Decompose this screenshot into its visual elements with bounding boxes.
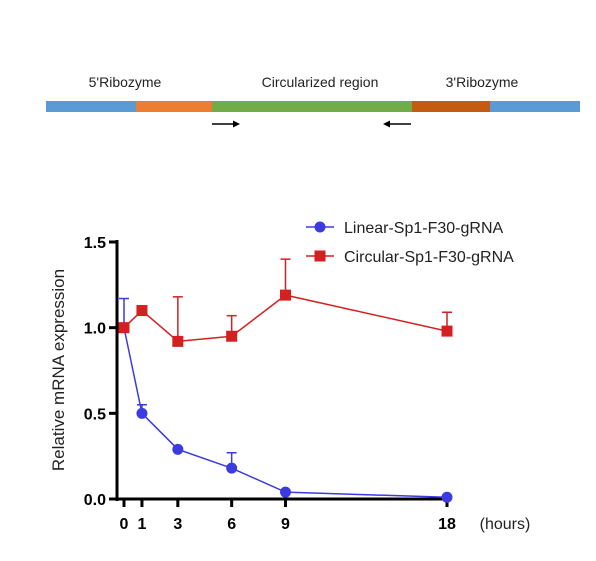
y-tick-label: 1.5 bbox=[84, 235, 106, 252]
legend-label: Linear-Sp1-F30-gRNA bbox=[344, 220, 504, 237]
x-tick-label: 18 bbox=[438, 516, 456, 533]
legend-label: Circular-Sp1-F30-gRNA bbox=[344, 249, 514, 266]
x-axis-label: (hours) bbox=[480, 516, 531, 533]
y-tick-label: 0.0 bbox=[84, 492, 106, 509]
data-point bbox=[118, 322, 130, 334]
x-tick-label: 3 bbox=[173, 516, 182, 533]
three-ribozyme-label: 3'Ribozyme bbox=[446, 74, 519, 90]
y-tick-label: 0.5 bbox=[84, 406, 106, 423]
data-point bbox=[172, 335, 184, 347]
data-point bbox=[136, 305, 148, 317]
reverse-arrow-icon bbox=[383, 120, 411, 128]
x-tick-label: 1 bbox=[137, 516, 146, 533]
series-line bbox=[123, 327, 448, 499]
data-point bbox=[172, 443, 184, 455]
series-1 bbox=[118, 297, 453, 503]
x-tick-label: 6 bbox=[227, 516, 236, 533]
circularized-region-segment bbox=[212, 101, 412, 112]
data-point bbox=[441, 491, 453, 503]
chart-axes: 0.0 0.5 1.0 1.5 0 1 3 6 9 18 bbox=[84, 235, 456, 533]
data-point bbox=[226, 330, 238, 342]
chart-legend: Linear-Sp1-F30-gRNA Circular-Sp1-F30-gRNA bbox=[306, 220, 514, 266]
data-point bbox=[441, 325, 453, 337]
x-tick-label: 9 bbox=[281, 516, 290, 533]
x-tick-label: 0 bbox=[120, 516, 129, 533]
y-axis-label: Relative mRNA expression bbox=[49, 269, 68, 471]
five-ribozyme-segment bbox=[136, 101, 212, 112]
legend-marker bbox=[314, 250, 326, 262]
series-line bbox=[123, 294, 448, 343]
data-point bbox=[280, 289, 291, 301]
construct-diagram: 5'Ribozyme Circularized region 3'Ribozym… bbox=[46, 74, 580, 128]
data-point bbox=[226, 462, 238, 474]
data-point bbox=[280, 486, 291, 498]
right-flank-segment bbox=[490, 101, 580, 112]
left-flank-segment bbox=[46, 101, 136, 112]
y-tick-label: 1.0 bbox=[84, 321, 106, 338]
five-ribozyme-label: 5'Ribozyme bbox=[89, 74, 162, 90]
circularized-region-label: Circularized region bbox=[262, 74, 379, 90]
legend-item: Linear-Sp1-F30-gRNA bbox=[306, 220, 504, 237]
three-ribozyme-segment bbox=[412, 101, 490, 112]
data-point bbox=[136, 407, 148, 419]
series-2 bbox=[118, 258, 453, 347]
legend-item: Circular-Sp1-F30-gRNA bbox=[306, 249, 514, 266]
expression-chart: 0.0 0.5 1.0 1.5 0 1 3 6 9 18 Relative mRNA expres… bbox=[49, 220, 530, 533]
series-layer bbox=[118, 258, 453, 503]
legend-marker bbox=[314, 221, 326, 233]
forward-arrow-icon bbox=[212, 120, 240, 128]
